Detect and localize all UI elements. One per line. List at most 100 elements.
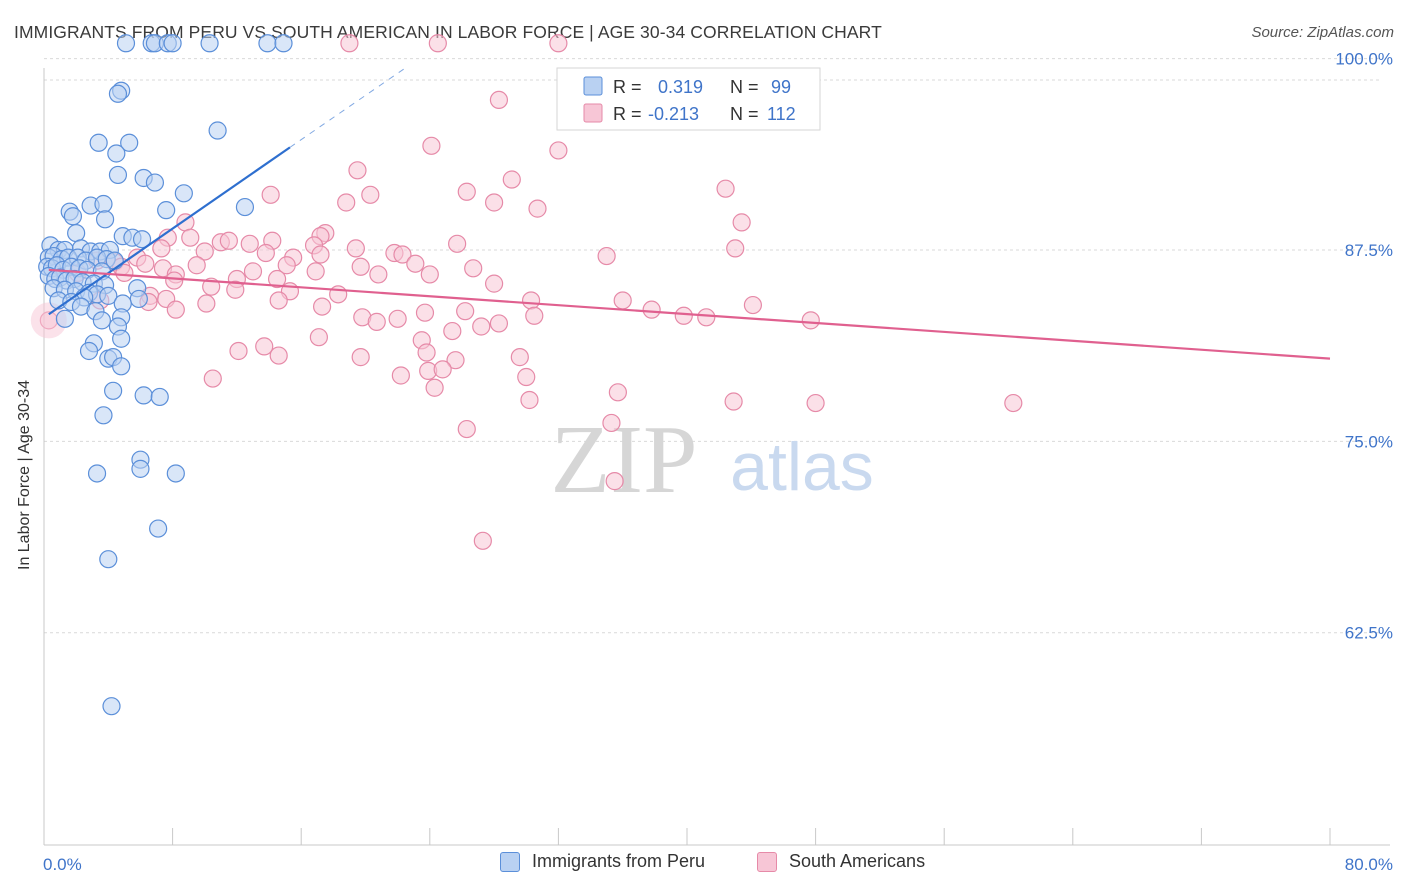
south-americans-point-45 — [243, 262, 263, 281]
peru-point-11 — [120, 133, 139, 152]
stats-legend-sa-swatch — [583, 103, 603, 123]
watermark-atlas: atlas — [730, 429, 874, 505]
peru-point-10 — [208, 121, 227, 140]
south-americans-point-91 — [203, 369, 222, 388]
peru-point-66 — [99, 286, 118, 305]
peru-point-0 — [116, 34, 136, 53]
south-americans-point-82 — [255, 337, 274, 356]
south-americans-point-2 — [428, 34, 447, 53]
south-americans-point-69 — [456, 302, 475, 321]
y-tick-label-0: 62.5% — [1345, 624, 1393, 643]
south-americans-point-3 — [489, 90, 509, 110]
south-americans-point-55 — [485, 274, 504, 293]
south-americans-point-1 — [340, 34, 359, 53]
south-americans-point-14 — [528, 199, 547, 218]
south-americans-point-5 — [549, 141, 568, 160]
south-americans-point-0 — [549, 34, 568, 53]
south-americans-point-70 — [415, 303, 435, 322]
peru-point-7 — [274, 34, 293, 53]
south-americans-point-33 — [393, 245, 412, 264]
south-americans-point-65 — [269, 291, 288, 310]
peru-point-24 — [95, 210, 115, 229]
south-americans-point-88 — [391, 366, 410, 385]
peru-point-79 — [112, 329, 131, 348]
south-americans-point-42 — [277, 256, 296, 275]
peru-trend-line — [48, 146, 291, 316]
south-americans-point-31 — [311, 245, 330, 264]
south-americans-point-6 — [348, 161, 367, 180]
south-americans-point-8 — [716, 179, 735, 198]
legend-peru-swatch — [500, 851, 520, 872]
stats-sa-r-label: R = — [613, 104, 642, 124]
south-americans-point-95 — [520, 390, 539, 410]
south-americans-point-28 — [597, 246, 616, 266]
peru-point-84 — [112, 357, 131, 376]
south-americans-point-100 — [602, 413, 621, 433]
south-americans-point-110 — [219, 231, 238, 250]
peru-point-4 — [163, 34, 182, 53]
south-americans-point-98 — [806, 393, 825, 413]
legend-item-peru[interactable]: Immigrants from Peru — [500, 851, 705, 872]
peru-point-87 — [150, 387, 169, 407]
peru-point-91 — [87, 464, 107, 483]
south-americans-point-43 — [351, 257, 370, 276]
stats-legend: R = 0.319 N = 99 R = -0.213 N = 112 — [556, 67, 821, 131]
south-americans-point-68 — [312, 297, 332, 316]
south-americans-point-109 — [613, 291, 632, 310]
peru-point-28 — [132, 230, 152, 249]
peru-point-9 — [108, 84, 128, 103]
peru-point-81 — [79, 341, 99, 361]
peru-point-90 — [131, 459, 150, 478]
south-americans-point-47 — [115, 263, 134, 283]
south-americans-point-76 — [367, 312, 386, 331]
south-americans-point-25 — [152, 239, 171, 258]
stats-sa-n-value: 112 — [767, 104, 796, 124]
south-americans-point-53 — [267, 269, 287, 289]
stats-peru-r-value: 0.319 — [658, 77, 703, 97]
south-americans-point-9 — [457, 182, 476, 201]
south-americans-point-80 — [309, 328, 328, 347]
zipatlas-watermark: ZIP atlas — [551, 406, 874, 514]
south-americans-point-85 — [351, 348, 370, 367]
south-americans-point-38 — [187, 256, 206, 275]
south-americans-point-66 — [521, 291, 541, 310]
south-americans-point-12 — [337, 193, 356, 212]
peru-point-94 — [99, 550, 118, 569]
south-americans-point-87 — [510, 348, 529, 367]
peru-point-20 — [157, 201, 176, 220]
south-americans-point-92 — [269, 346, 288, 365]
stats-sa-r-value: -0.213 — [648, 104, 699, 124]
south-americans-point-96 — [608, 383, 627, 402]
tick-labels: 62.5% 75.0% 87.5% 100.0% 0.0% 80.0% — [43, 50, 1393, 874]
y-tick-label-3: 100.0% — [1335, 50, 1393, 69]
peru-point-17 — [174, 184, 193, 203]
south-americans-point-102 — [473, 531, 492, 550]
south-americans-point-73 — [525, 306, 544, 325]
south-americans-point-19 — [181, 228, 200, 247]
south-americans-point-78 — [472, 317, 491, 336]
x-tick-label-1: 80.0% — [1345, 855, 1393, 874]
peru-point-25 — [67, 224, 86, 243]
peru-point-23 — [63, 207, 83, 226]
stats-legend-peru-swatch — [583, 76, 603, 96]
peru-point-21 — [235, 197, 255, 217]
stats-peru-n-label: N = — [730, 77, 759, 97]
legend-sa-swatch — [757, 851, 777, 872]
south-americans-point-23 — [448, 234, 467, 253]
south-americans-point-74 — [674, 306, 693, 325]
y-tick-label-1: 75.0% — [1345, 432, 1393, 451]
south-americans-trend-line — [48, 268, 1331, 360]
south-americans-point-13 — [485, 193, 504, 212]
south-americans-point-39 — [406, 254, 425, 273]
south-americans-point-108 — [642, 300, 661, 319]
south-americans-point-99 — [1004, 393, 1023, 413]
legend-item-south-americans[interactable]: South Americans — [757, 851, 925, 872]
south-americans-point-83 — [229, 341, 248, 361]
chart-title: IMMIGRANTS FROM PERU VS SOUTH AMERICAN I… — [14, 22, 882, 42]
south-americans-point-107 — [801, 311, 820, 330]
peru-point-85 — [104, 381, 123, 400]
south-americans-point-57 — [226, 280, 245, 299]
stats-peru-n-value: 99 — [771, 77, 791, 97]
south-americans-point-101 — [457, 419, 476, 439]
